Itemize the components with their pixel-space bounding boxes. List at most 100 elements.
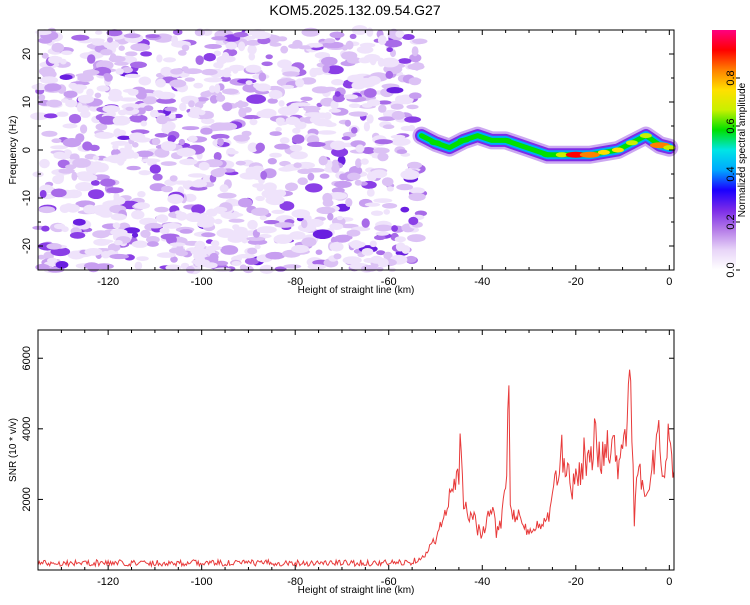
noise-blob (247, 247, 258, 255)
noise-blob (282, 71, 300, 77)
noise-blob (179, 158, 198, 166)
noise-blob (383, 209, 391, 215)
noise-blob (58, 168, 75, 174)
noise-blob (156, 115, 169, 125)
snr-panel: -120 -100 -80 -60 -40 -20 0 2000 4000 6000 Heigh… (8, 329, 675, 596)
noise-blob (203, 262, 218, 269)
noise-blob (367, 75, 381, 85)
noise-blob (38, 206, 56, 214)
noise-blob (390, 137, 411, 146)
noise-blob (62, 123, 78, 129)
noise-blob (347, 172, 361, 181)
noise-blob (245, 64, 262, 73)
spectrogram-signal-ridge (412, 126, 679, 164)
noise-blob (221, 72, 232, 78)
noise-blob (130, 43, 151, 52)
noise-blob (327, 212, 334, 221)
noise-blob (340, 223, 359, 229)
noise-blob (259, 215, 267, 221)
noise-blob (322, 64, 330, 73)
noise-blob (136, 256, 149, 261)
noise-blob (214, 83, 221, 94)
noise-blob (404, 116, 421, 123)
noise-blob (151, 137, 161, 146)
colorbar-tick-label: 0.2 (725, 214, 737, 229)
figure-title: KOM5.2025.132.09.54.G27 (269, 2, 440, 18)
noise-blob (361, 147, 375, 154)
noise-blob (95, 30, 103, 35)
noise-blob (356, 45, 374, 54)
noise-blob (128, 132, 146, 142)
noise-blob (331, 163, 340, 174)
noise-blob (289, 231, 306, 240)
noise-blob (274, 222, 295, 228)
noise-blob (366, 171, 377, 181)
noise-blob (209, 95, 219, 104)
noise-blob (181, 126, 200, 131)
noise-blob (156, 252, 176, 258)
noise-blob (228, 218, 245, 223)
noise-blob (247, 219, 258, 230)
noise-blob (394, 236, 406, 243)
noise-blob (328, 108, 342, 113)
noise-blob (374, 224, 394, 232)
y-tick-label: 0 (21, 147, 33, 153)
noise-blob (56, 111, 69, 117)
noise-blob (108, 88, 122, 98)
noise-blob (361, 218, 370, 228)
noise-blob (94, 131, 115, 139)
noise-blob (267, 98, 278, 104)
noise-blob (35, 263, 50, 271)
y-tick-label: 20 (21, 48, 33, 60)
noise-blob (363, 121, 370, 132)
noise-blob (334, 91, 341, 97)
noise-blob (323, 112, 332, 120)
noise-blob (63, 90, 78, 99)
noise-blob (222, 102, 233, 112)
signal-ridge-peak (457, 137, 470, 143)
noise-blob (39, 66, 56, 77)
noise-blob (345, 198, 353, 207)
noise-blob (179, 102, 187, 112)
noise-blob (244, 29, 257, 36)
noise-blob (235, 160, 246, 166)
noise-blob (53, 151, 67, 158)
noise-blob (381, 177, 394, 187)
noise-blob (245, 39, 261, 46)
noise-blob (80, 124, 88, 134)
noise-blob (59, 74, 73, 80)
noise-blob (277, 60, 291, 68)
noise-blob (155, 91, 176, 100)
noise-blob (30, 112, 49, 121)
noise-blob (169, 79, 187, 88)
x-tick-label: -80 (287, 276, 303, 288)
noise-blob (216, 94, 226, 102)
noise-blob (360, 158, 369, 165)
noise-blob (307, 172, 315, 181)
noise-blob (358, 57, 372, 64)
noise-blob (279, 201, 295, 211)
noise-blob (309, 42, 324, 48)
noise-blob (220, 245, 239, 255)
noise-blob (213, 206, 228, 213)
spectrogram-noise-field (30, 25, 428, 275)
noise-blob (342, 256, 362, 265)
noise-blob (351, 127, 358, 134)
noise-blob (159, 227, 170, 234)
noise-blob (118, 45, 125, 51)
noise-blob (243, 106, 252, 113)
noise-blob (215, 260, 229, 266)
noise-blob (213, 152, 222, 161)
noise-blob (79, 105, 90, 114)
noise-blob (77, 94, 95, 104)
noise-blob (44, 83, 58, 92)
noise-blob (109, 53, 117, 63)
noise-blob (61, 50, 73, 56)
noise-blob (47, 257, 58, 264)
noise-blob (355, 144, 365, 153)
noise-blob (41, 52, 49, 59)
noise-blob (106, 187, 124, 194)
x-tick-label: -20 (568, 276, 584, 288)
noise-blob (343, 94, 359, 100)
noise-blob (348, 103, 361, 108)
